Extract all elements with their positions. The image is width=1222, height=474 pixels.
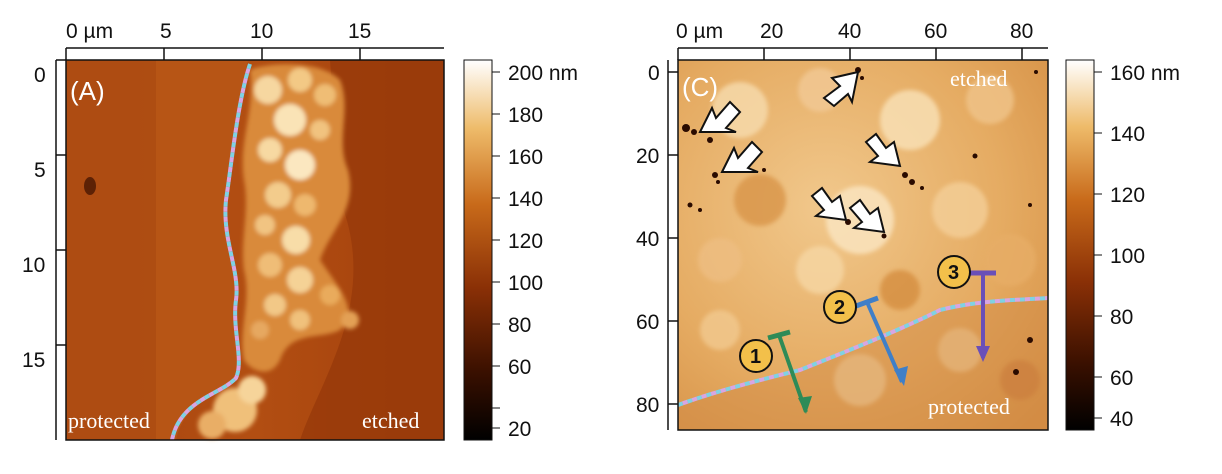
x-tick-label: 15 [348, 20, 371, 43]
y-tick-label: 5 [34, 159, 46, 182]
x-tick-label: 10 [250, 20, 273, 43]
colorbar-c: 160 nm 140 120 100 80 60 40 [1065, 59, 1180, 431]
colorbar-tick-label: 40 [1110, 408, 1133, 431]
x-tick-label: 0 µm [66, 20, 113, 43]
x-tick-label: 5 [160, 20, 172, 43]
colorbar-tick-label: 180 [508, 104, 543, 127]
arrow-icon [864, 132, 902, 168]
x-tick-label: 80 [1010, 20, 1033, 43]
x-tick-label: 60 [924, 20, 947, 43]
panel-c: 0 µm 20 40 60 80 0 20 40 60 80 [636, 20, 1049, 431]
y-tick-label: 20 [636, 145, 659, 168]
region-label-protected: protected [68, 408, 150, 433]
y-tick-label: 10 [22, 254, 45, 277]
colorbar-tick-label: 120 [508, 230, 543, 253]
profile-line-3 [970, 270, 996, 362]
y-tick-label: 60 [636, 311, 659, 334]
afm-image-c: 1 2 3 [677, 60, 1049, 430]
region-label-etched: etched [950, 66, 1007, 91]
arrow-markers [698, 70, 902, 234]
panel-a: 0 µm 5 10 15 0 5 10 15 [22, 20, 445, 441]
colorbar-tick-label: 200 nm [508, 62, 578, 85]
svg-text:1: 1 [750, 346, 761, 368]
profile-marker-3: 3 [937, 255, 971, 289]
colorbar-tick-label: 140 [1110, 123, 1145, 146]
y-tick-label: 0 [648, 62, 660, 85]
colorbar-tick-label: 100 [508, 272, 543, 295]
afm-image-a [66, 60, 444, 441]
colorbar-tick-label: 60 [1110, 367, 1133, 390]
profile-line-1 [767, 329, 812, 414]
arrow-icon [720, 140, 764, 173]
colorbar-tick-label: 80 [1110, 306, 1133, 329]
y-tick-label: 15 [22, 349, 45, 372]
svg-text:3: 3 [948, 262, 959, 284]
arrow-icon [698, 100, 742, 133]
colorbar-tick-label: 60 [508, 356, 531, 379]
profile-line-2 [855, 295, 908, 386]
y-tick-label: 80 [636, 394, 659, 417]
profile-marker-1: 1 [739, 339, 773, 373]
arrow-icon [848, 198, 886, 234]
colorbar-tick-label: 80 [508, 314, 531, 337]
profile-marker-2: 2 [823, 290, 857, 324]
panel-label: (A) [70, 76, 105, 106]
arrow-icon [822, 70, 860, 108]
colorbar-tick-label: 20 [508, 418, 531, 441]
x-tick-label: 0 µm [676, 20, 723, 43]
region-label-protected: protected [928, 394, 1010, 419]
colorbar-tick-label: 140 [508, 188, 543, 211]
y-tick-label: 0 [34, 64, 46, 87]
colorbar-tick-label: 120 [1110, 184, 1145, 207]
y-tick-label: 40 [636, 228, 659, 251]
x-tick-label: 40 [838, 20, 861, 43]
particle-band [198, 64, 359, 439]
colorbar-tick-label: 160 nm [1110, 62, 1180, 85]
colorbar-tick-label: 100 [1110, 245, 1145, 268]
arrow-icon [810, 186, 848, 222]
region-label-etched: etched [362, 408, 419, 433]
panel-label: (C) [682, 72, 718, 102]
colorbar-tick-label: 160 [508, 146, 543, 169]
x-tick-label: 20 [760, 20, 783, 43]
svg-text:2: 2 [834, 297, 845, 319]
colorbar-a: 200 nm 180 160 140 120 100 80 60 40 20 [463, 59, 578, 441]
